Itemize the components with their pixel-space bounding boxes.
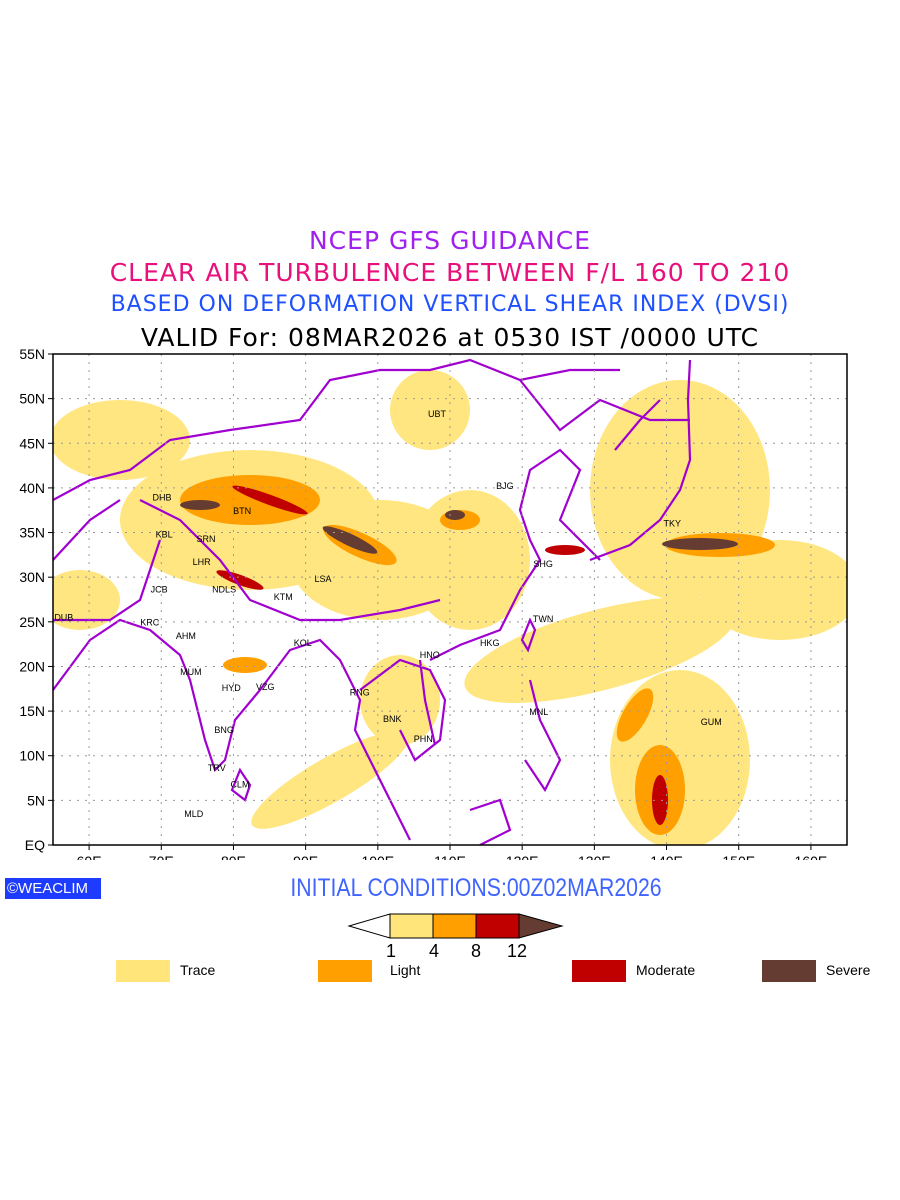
lat-tick-label: 25N: [19, 614, 45, 630]
lat-tick-label: EQ: [25, 837, 45, 853]
lon-tick-label: 130E: [578, 853, 611, 860]
lat-tick-label: 5N: [27, 792, 45, 808]
city-label-trv: TRV: [208, 763, 226, 773]
legend-swatch-severe: [762, 960, 816, 982]
city-label-ahm: AHM: [176, 631, 196, 641]
city-label-kol: KOL: [294, 638, 312, 648]
city-label-bnk: BNK: [383, 714, 402, 724]
weaclim-logo: ©WEACLIM: [5, 878, 101, 899]
grid-lines: [53, 354, 847, 845]
city-label-krc: KRC: [140, 618, 160, 628]
city-label-lhr: LHR: [193, 557, 212, 567]
city-label-btn: BTN: [233, 506, 251, 516]
city-label-hno: HNO: [420, 650, 440, 660]
city-label-dhb: DHB: [152, 493, 171, 503]
city-label-ktm: KTM: [274, 592, 293, 602]
legend-swatch-light: [318, 960, 372, 982]
city-label-vzg: VZG: [256, 682, 275, 692]
colorbar-level: 12: [507, 941, 528, 961]
colorbar-under-arrow: [347, 913, 391, 939]
city-label-srn: SRN: [197, 534, 216, 544]
lat-tick-label: 15N: [19, 703, 45, 719]
city-label-clm: CLM: [230, 779, 249, 789]
lat-tick-label: 40N: [19, 480, 45, 496]
axis-ticks: 60E 70E 80E 90E 100E 110E 120E 130E 140E 150E 160E…: [19, 346, 827, 860]
lat-tick-label: 10N: [19, 748, 45, 764]
colorbar: [347, 913, 564, 939]
initial-conditions: INITIAL CONDITIONS:00Z02MAR2026: [290, 874, 662, 902]
title-valid-time: VALID For: 08MAR2026 at 0530 IST /0000 U…: [140, 323, 760, 352]
lat-tick-label: 35N: [19, 525, 45, 541]
lon-tick-label: 70E: [149, 853, 174, 860]
colorbar-trace: [389, 913, 434, 939]
city-label-hyd: HYD: [222, 683, 242, 693]
lon-tick-label: 60E: [77, 853, 102, 860]
lon-tick-label: 110E: [434, 853, 466, 860]
title-method: BASED ON DEFORMATION VERTICAL SHEAR INDE…: [110, 292, 790, 317]
city-label-kbl: KBL: [156, 529, 173, 539]
city-label-phn: PHN: [414, 734, 433, 744]
colorbar-severe-arrow: [518, 913, 564, 939]
legend-label-trace: Trace: [180, 962, 216, 978]
lon-tick-label: 80E: [221, 853, 246, 860]
city-label-shg: SHG: [533, 559, 553, 569]
turbulence-map: 60E 70E 80E 90E 100E 110E 120E 130E 140E 150E 160E…: [19, 346, 848, 860]
city-label-bng: BNG: [214, 725, 234, 735]
city-label-dub: DUB: [54, 612, 73, 622]
city-label-rng: RNG: [350, 687, 370, 697]
lon-tick-label: 140E: [650, 853, 683, 860]
city-label-ubt: UBT: [428, 409, 447, 419]
title-model: NCEP GFS GUIDANCE: [308, 226, 591, 255]
lat-tick-label: 45N: [19, 435, 45, 451]
city-label-mum: MUM: [180, 667, 202, 677]
lat-tick-label: 30N: [19, 569, 45, 585]
city-label-ndls: NDLS: [212, 585, 236, 595]
city-label-mnl: MNL: [529, 707, 548, 717]
colorbar-moderate: [475, 913, 520, 939]
city-label-bjg: BJG: [496, 481, 514, 491]
colorbar-level: 4: [429, 941, 440, 961]
lon-tick-label: 150E: [722, 853, 755, 860]
city-label-jcb: JCB: [151, 585, 168, 595]
city-label-mld: MLD: [184, 809, 204, 819]
colorbar-light: [432, 913, 477, 939]
city-label-lsa: LSA: [314, 574, 331, 584]
city-labels: UBT BJG DHB BTN KBL SRN TKY LHR LSA SHG JCB NDLS KTM…: [54, 409, 721, 819]
legend-label-light: Light: [390, 962, 421, 978]
title-product: CLEAR AIR TURBULENCE BETWEEN F/L 160 TO …: [109, 258, 791, 287]
lon-tick-label: 160E: [795, 853, 828, 860]
lon-tick-label: 100E: [361, 853, 394, 860]
legend-swatch-trace: [116, 960, 170, 982]
country-boundaries: [53, 358, 692, 845]
lat-tick-label: 20N: [19, 658, 45, 674]
city-label-hkg: HKG: [480, 638, 500, 648]
legend-label-moderate: Moderate: [636, 962, 696, 978]
colorbar-level: 8: [471, 941, 482, 961]
lon-tick-label: 90E: [293, 853, 318, 860]
lat-tick-label: 50N: [19, 391, 45, 407]
lon-tick-label: 120E: [506, 853, 539, 860]
colorbar-level: 1: [386, 941, 397, 961]
legend-label-severe: Severe: [826, 962, 871, 978]
city-label-tky: TKY: [664, 519, 682, 529]
city-label-gum: GUM: [701, 717, 722, 727]
lat-tick-label: 55N: [19, 346, 45, 362]
city-label-twn: TWN: [533, 614, 554, 624]
legend-swatch-moderate: [572, 960, 626, 982]
